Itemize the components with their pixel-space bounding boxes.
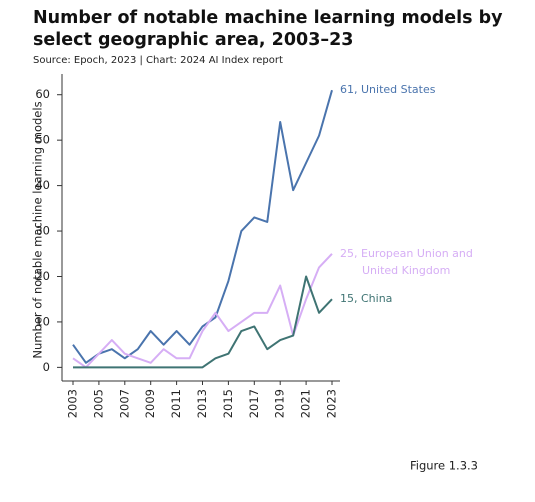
x-tick-label: 2017 xyxy=(247,389,261,418)
y-tick-label: 0 xyxy=(43,360,50,374)
y-tick-label: 40 xyxy=(35,178,50,192)
x-tick-label: 2003 xyxy=(66,389,80,418)
x-tick-label: 2021 xyxy=(299,389,313,418)
series-line xyxy=(73,275,333,369)
y-tick-label: 30 xyxy=(35,224,50,238)
y-tick-label: 60 xyxy=(35,87,50,101)
x-tick-label: 2013 xyxy=(195,389,209,418)
x-tick-label: 2019 xyxy=(273,389,287,418)
chart-subtitle: Source: Epoch, 2023 | Chart: 2024 AI Ind… xyxy=(33,55,283,66)
series-label: United Kingdom xyxy=(362,264,450,277)
figure-label: Figure 1.3.3 xyxy=(410,459,478,473)
x-tick-label: 2005 xyxy=(91,389,105,418)
series-label: 15, China xyxy=(340,292,392,305)
chart-title: select geographic area, 2003–23 xyxy=(33,30,354,50)
x-tick-label: 2011 xyxy=(169,389,183,418)
y-axis-label: Number of notable machine learning model… xyxy=(31,101,45,358)
series-label: 25, European Union and xyxy=(340,247,473,260)
series-line xyxy=(72,89,333,364)
x-tick-label: 2009 xyxy=(143,389,157,418)
series-label: 61, United States xyxy=(340,83,436,96)
y-tick-label: 10 xyxy=(35,314,50,328)
y-tick-label: 50 xyxy=(35,133,50,147)
x-tick-label: 2023 xyxy=(325,389,339,418)
series-line xyxy=(72,253,333,369)
chart-title: Number of notable machine learning model… xyxy=(33,8,503,28)
y-tick-label: 20 xyxy=(35,269,50,283)
x-tick-label: 2015 xyxy=(221,389,235,418)
x-tick-label: 2007 xyxy=(117,389,131,418)
